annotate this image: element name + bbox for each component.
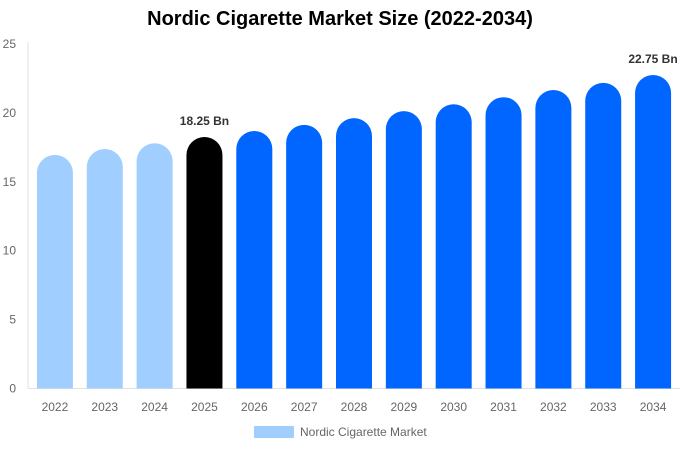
data-label: 22.75 Bn bbox=[628, 52, 677, 66]
bar-2029 bbox=[385, 111, 422, 389]
bar-2030 bbox=[435, 104, 472, 389]
x-tick-label: 2026 bbox=[241, 400, 268, 414]
y-tick-label: 10 bbox=[3, 244, 17, 258]
x-tick-label: 2028 bbox=[341, 400, 368, 414]
x-tick-label: 2029 bbox=[390, 400, 417, 414]
legend: Nordic Cigarette Market bbox=[254, 425, 427, 439]
y-tick-label: 5 bbox=[9, 313, 16, 327]
bar-2028 bbox=[336, 118, 372, 389]
x-tick-label: 2034 bbox=[640, 400, 667, 414]
data-label: 18.25 Bn bbox=[180, 114, 229, 128]
bar-2032 bbox=[535, 90, 572, 389]
bar-2024 bbox=[136, 143, 173, 389]
x-tick-label: 2022 bbox=[42, 400, 69, 414]
x-tick-label: 2033 bbox=[590, 400, 617, 414]
y-tick-label: 25 bbox=[3, 37, 17, 51]
bar-2026 bbox=[236, 130, 273, 389]
legend-swatch bbox=[254, 426, 294, 438]
bar-2031 bbox=[485, 97, 522, 389]
chart-title: Nordic Cigarette Market Size (2022-2034) bbox=[147, 8, 533, 30]
bar-2033 bbox=[585, 82, 622, 389]
x-tick-label: 2024 bbox=[141, 400, 168, 414]
bar-2022 bbox=[36, 154, 73, 389]
x-tick-label: 2030 bbox=[440, 400, 467, 414]
x-tick-label: 2027 bbox=[291, 400, 318, 414]
x-tick-label: 2032 bbox=[540, 400, 567, 414]
bar-2034 bbox=[635, 75, 672, 389]
x-tick-label: 2023 bbox=[91, 400, 118, 414]
y-tick-label: 15 bbox=[3, 175, 17, 189]
x-tick-label: 2031 bbox=[490, 400, 517, 414]
legend-label: Nordic Cigarette Market bbox=[300, 425, 427, 439]
y-tick-label: 0 bbox=[9, 382, 16, 396]
y-tick-label: 20 bbox=[3, 106, 17, 120]
bar-2025 bbox=[186, 137, 223, 389]
x-tick-label: 2025 bbox=[191, 400, 218, 414]
bar-2023 bbox=[86, 149, 123, 389]
bar-2027 bbox=[286, 124, 323, 389]
